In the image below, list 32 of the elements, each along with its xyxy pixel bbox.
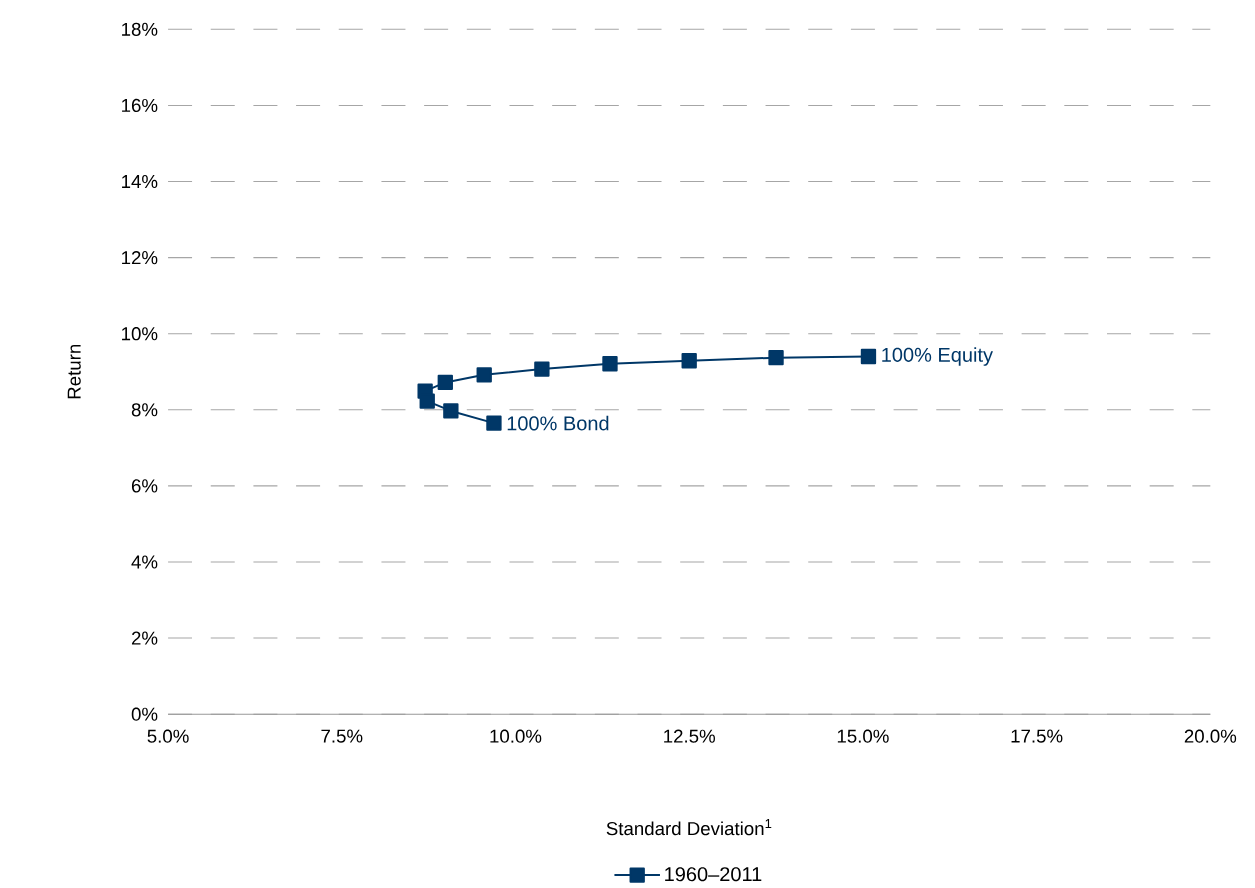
y-tick-label: 14% <box>122 174 158 188</box>
x-tick-label: 17.5% <box>1011 729 1063 743</box>
x-tick-label: 5.0% <box>147 729 189 743</box>
x-axis-title: Standard Deviation$^{1}$ <box>606 818 772 836</box>
point <box>860 348 877 364</box>
y-tick-label: 8% <box>131 402 158 417</box>
x-tick-label: 7.5% <box>321 729 363 743</box>
x-tick-label: 12.5% <box>664 729 715 743</box>
x-tick-label: 15.0% <box>837 729 889 743</box>
annotation: 100% Equity <box>882 347 993 366</box>
point <box>443 403 459 419</box>
point <box>486 415 502 431</box>
y-tick-label: 4% <box>131 555 158 569</box>
y-tick-label: 6% <box>131 479 158 493</box>
x-tick-label: 20.0% <box>1184 729 1237 743</box>
y-tick-label: 2% <box>131 631 158 645</box>
x-tick-label: 10.0% <box>490 729 542 743</box>
y-tick-label: 10% <box>122 326 158 341</box>
annotation: 100% Bond <box>507 415 609 431</box>
y-axis-title: Return <box>67 344 81 399</box>
y-tick-label: 18% <box>122 22 158 36</box>
y-tick-label: 12% <box>122 250 158 264</box>
point <box>768 349 784 366</box>
point <box>602 355 618 372</box>
y-tick-label: 0% <box>131 707 158 721</box>
point <box>419 393 435 409</box>
point <box>437 374 453 390</box>
point <box>476 366 492 383</box>
y-tick-label: 16% <box>122 98 158 112</box>
point <box>681 352 697 369</box>
legend-label: 1960–2011 <box>665 866 762 882</box>
point <box>534 361 550 377</box>
